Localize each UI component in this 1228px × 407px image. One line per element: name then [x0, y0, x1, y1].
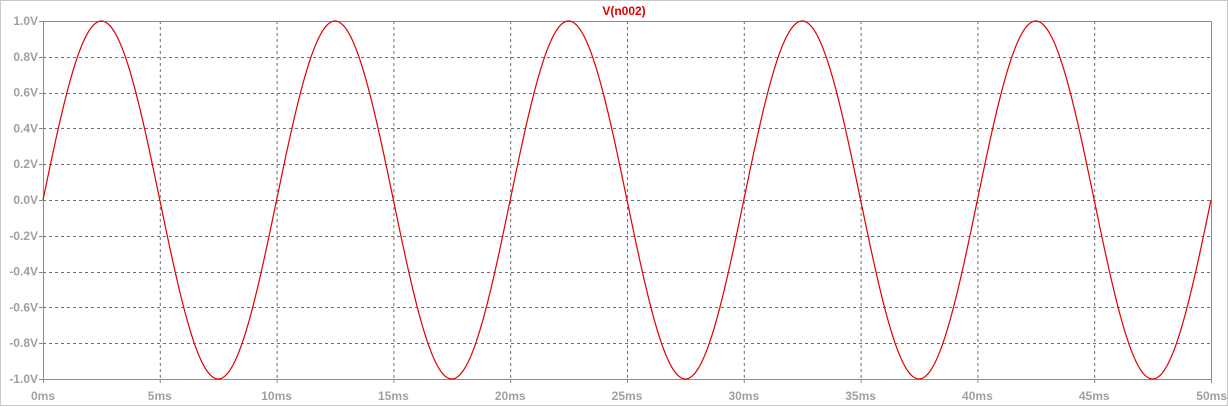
y-tick-label: -0.4V — [9, 265, 38, 279]
y-tick-label: -0.8V — [9, 336, 38, 350]
y-tick-label: -1.0V — [9, 372, 38, 386]
y-tick-label: 1.0V — [13, 14, 38, 28]
series-line-0[interactable] — [42, 20, 1212, 380]
trace-name-label[interactable]: V(n002) — [602, 4, 645, 18]
x-tick-label: 0ms — [31, 389, 55, 403]
x-tick-label: 35ms — [845, 389, 876, 403]
y-tick-label: 0.4V — [13, 121, 38, 135]
x-tick-label: 50ms — [1196, 389, 1227, 403]
y-tick-label: 0.6V — [13, 86, 38, 100]
x-tick-label: 25ms — [612, 389, 643, 403]
x-tick-label: 20ms — [495, 389, 526, 403]
y-tick-label: -0.2V — [9, 229, 38, 243]
y-tick-label: 0.0V — [13, 193, 38, 207]
y-tick-label: -0.6V — [9, 300, 38, 314]
x-tick-label: 15ms — [378, 389, 409, 403]
y-tick-label: 0.2V — [13, 157, 38, 171]
x-tick-label: 45ms — [1079, 389, 1110, 403]
x-tick-label: 10ms — [261, 389, 292, 403]
x-tick-label: 40ms — [962, 389, 993, 403]
x-tick-label: 5ms — [148, 389, 172, 403]
y-tick-label: 0.8V — [13, 50, 38, 64]
x-tick-label: 30ms — [728, 389, 759, 403]
